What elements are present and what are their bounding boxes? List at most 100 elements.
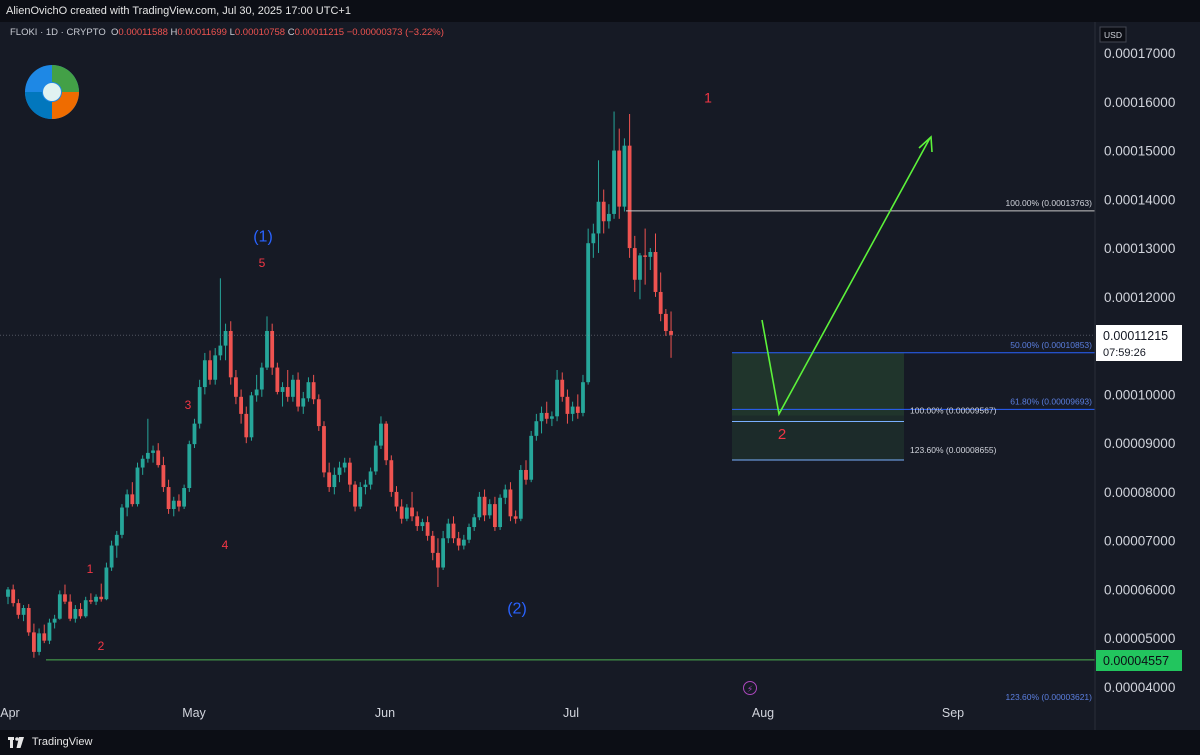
open-value: 0.00011588 [118,27,168,38]
candle-body [21,607,26,615]
candle-body [57,594,62,619]
candle-body [223,330,228,346]
candle-body [373,445,378,472]
candle-body [358,487,363,507]
time-tick-label: Aug [752,706,774,720]
candle-body [151,450,155,453]
candle-body [234,377,238,397]
support-price-value: 0.00004557 [1103,654,1169,668]
candle-body [601,201,606,222]
overlays-layer: 100.00% (0.00013763) 50.00% (0.00010853) 6… [0,90,1095,702]
price-chart[interactable]: 100.00% (0.00013763) 50.00% (0.00010853) 6… [0,22,1200,730]
projection-arrowhead [918,135,933,153]
candle-body [125,494,130,508]
tradingview-logo-icon [8,736,24,748]
candle-body [192,423,197,445]
attribution-text: AlienOvichO created with TradingView.com… [6,5,351,17]
price-tick-label: 0.00007000 [1104,534,1175,549]
candle-body [197,387,202,424]
candle-body [78,608,83,617]
candle-body [503,489,508,498]
candle-body [591,233,596,244]
candle-body [316,399,321,427]
candle-body [301,398,306,407]
candle-body [291,379,295,397]
candle-body [83,600,88,617]
price-tick-label: 0.00014000 [1104,192,1175,207]
low-value: 0.00010758 [234,27,286,38]
candle-body [539,412,544,422]
candle-body [669,330,673,335]
candle-body [565,396,570,414]
candle-body [109,545,114,568]
change-value: −0.00000373 (−3.22%) [346,27,444,38]
last-price-tag [1096,325,1182,361]
candle-body [327,472,332,488]
candle-body [451,523,456,539]
candle-body [32,632,36,652]
candle-body [353,484,357,507]
candle-body [104,567,109,600]
candle-body [311,382,316,400]
candle-body [342,462,347,468]
candle-body [306,382,311,399]
candle-body [182,488,187,507]
candle-body [550,416,554,419]
price-tick-label: 0.00004000 [1104,680,1175,695]
candle-body [425,522,430,536]
candle-body [99,596,104,600]
time-axis[interactable]: Apr May Jun Jul Aug Sep [0,706,964,720]
wave-label: 2 [778,426,786,443]
candles-layer [6,111,673,658]
candle-body [259,367,264,390]
price-tick-label: 0.00010000 [1104,387,1175,402]
wave-label: 1 [704,90,712,106]
fib-label-100-mid: 100.00% (0.00009567) [910,406,997,416]
candle-body [16,603,21,615]
candle-body [94,596,98,602]
wave-label: 5 [259,256,266,270]
candle-body [285,387,290,397]
candle-body [627,145,632,249]
fib-label-1236-low: 123.60% (0.00003621) [1006,692,1093,702]
time-tick-label: Sep [942,706,964,720]
price-axis[interactable]: USD 0.00017000 0.00016000 0.00015000 0.00014… [1094,22,1200,730]
tradingview-footer: TradingView [0,730,1200,755]
symbol-name: FLOKI · 1D · CRYPTO [10,27,106,38]
high-value: 0.00011699 [177,27,227,38]
candle-body [145,452,150,459]
candle-body [586,243,591,383]
candle-body [446,523,451,539]
candle-body [270,330,275,368]
candle-body [11,589,16,604]
candle-body [208,360,212,380]
price-tick-label: 0.00009000 [1104,436,1175,451]
candle-body [52,618,57,623]
candle-body [347,462,352,485]
candle-body [254,389,259,396]
price-tick-label: 0.00012000 [1104,290,1175,305]
candle-body [337,467,342,475]
candle-body [218,345,223,356]
projection-path [761,137,931,417]
price-tick-label: 0.00006000 [1104,582,1175,597]
candle-body [544,412,549,419]
candle-body [384,423,389,461]
time-tick-label: Apr [0,706,19,720]
candle-body [415,516,420,527]
fib-label-618: 61.80% (0.00009693) [1010,396,1092,406]
candle-body [461,539,466,546]
candle-body [560,379,565,397]
candle-body [498,497,502,528]
symbol-ohlc-legend: FLOKI · 1D · CRYPTO O0.00011588 H0.00011… [10,27,444,38]
candle-body [575,406,580,413]
time-tick-label: Jul [563,706,579,720]
candle-body [513,516,518,519]
bar-countdown: 07:59:26 [1103,347,1146,359]
candle-body [244,413,249,438]
candle-body [228,330,233,378]
candle-body [120,507,124,535]
candle-body [275,367,280,392]
candle-body [368,471,373,485]
close-value: 0.00011215 [294,27,345,38]
